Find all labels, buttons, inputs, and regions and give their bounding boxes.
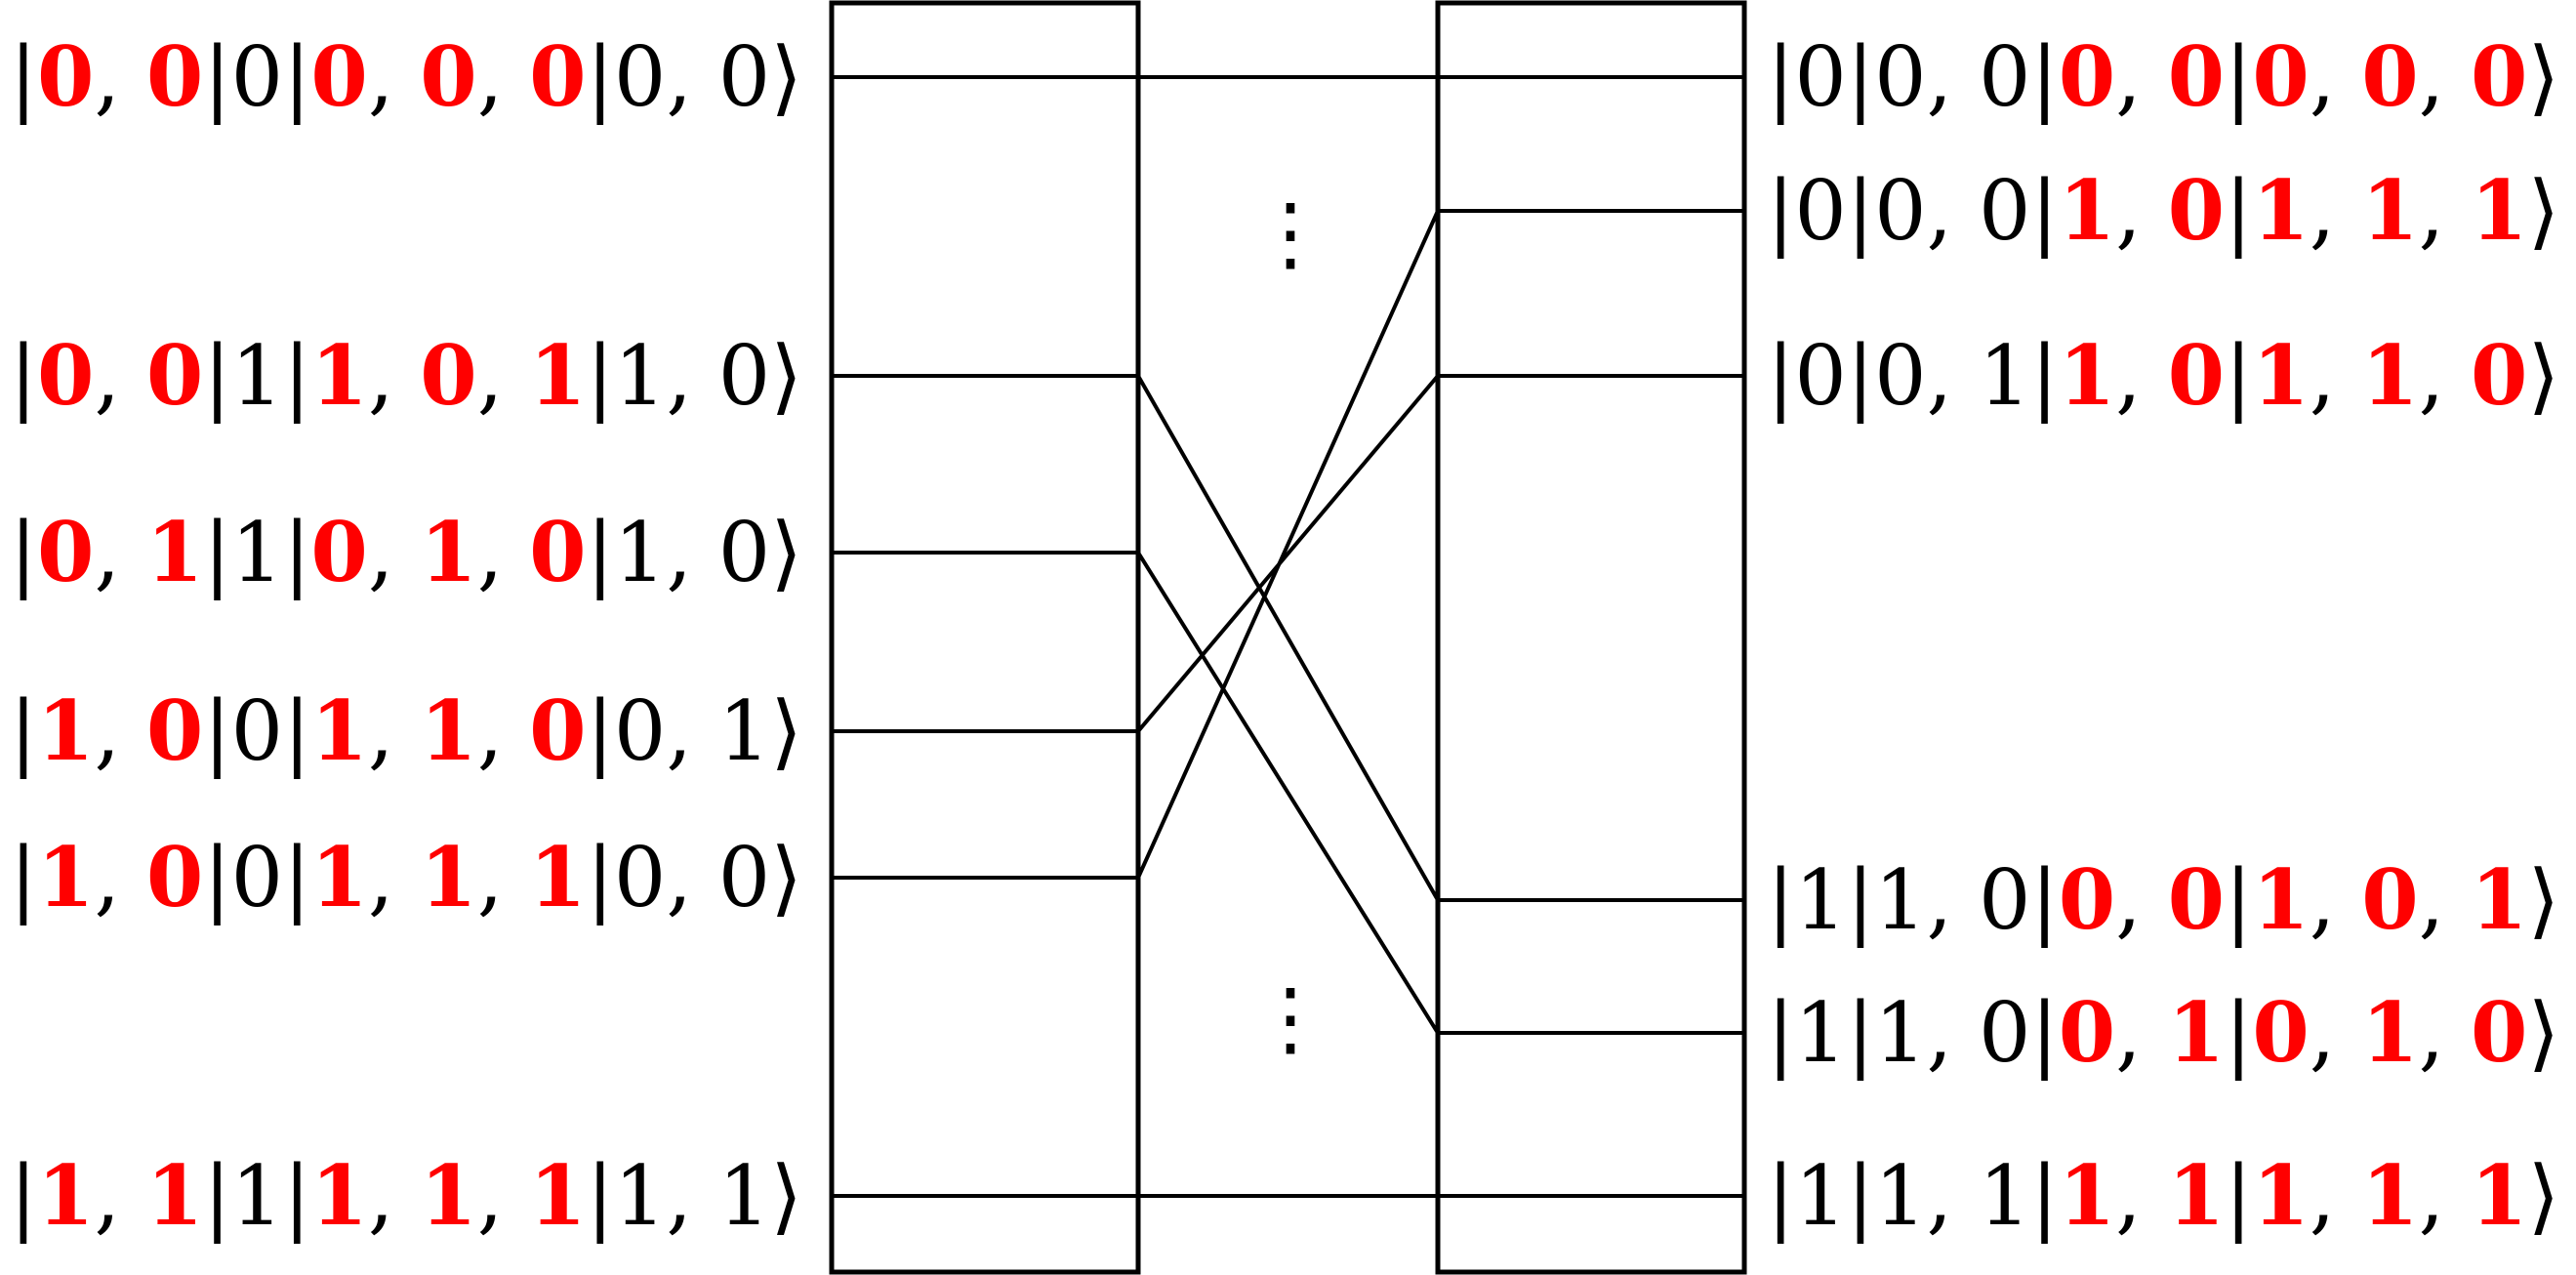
ellipsis-bottom: ⋮ [1249,970,1331,1066]
left-state-2: |0, 1|1|0, 1, 0|1, 0⟩ [10,504,802,600]
wires [832,75,1744,1198]
right-state-4: |1|1, 0|0, 1|0, 1, 0⟩ [1767,984,2559,1081]
left-state-5: |1, 1|1|1, 1, 1|1, 1⟩ [10,1147,802,1244]
right-state-labels: |0|0, 0|0, 0|0, 0, 0⟩ |0|0, 0|1, 0|1, 1, … [1767,28,2559,1244]
left-state-1: |0, 0|1|1, 0, 1|1, 0⟩ [10,327,802,424]
right-state-5: |1|1, 1|1, 1|1, 1, 1⟩ [1767,1147,2559,1244]
left-box [829,0,1141,1275]
left-state-labels: |0, 0|0|0, 0, 0|0, 0⟩ |0, 0|1|1, 0, 1|1, … [10,28,802,1244]
right-state-2: |0|0, 1|1, 0|1, 1, 0⟩ [1767,327,2559,424]
left-state-3: |1, 0|0|1, 1, 0|0, 1⟩ [10,682,802,779]
left-state-0: |0, 0|0|0, 0, 0|0, 0⟩ [10,28,802,125]
right-state-1: |0|0, 0|1, 0|1, 1, 1⟩ [1767,162,2559,259]
right-state-0: |0|0, 0|0, 0|0, 0, 0⟩ [1767,28,2559,125]
left-state-4: |1, 0|0|1, 1, 1|0, 0⟩ [10,829,802,925]
wire-3 [832,374,1744,733]
ellipsis-top: ⋮ [1249,185,1331,281]
wire-4 [832,209,1744,880]
right-box [1435,0,1747,1275]
right-state-3: |1|1, 0|0, 0|1, 0, 1⟩ [1767,851,2559,948]
wire-2 [832,551,1744,1035]
wire-1 [832,374,1744,902]
